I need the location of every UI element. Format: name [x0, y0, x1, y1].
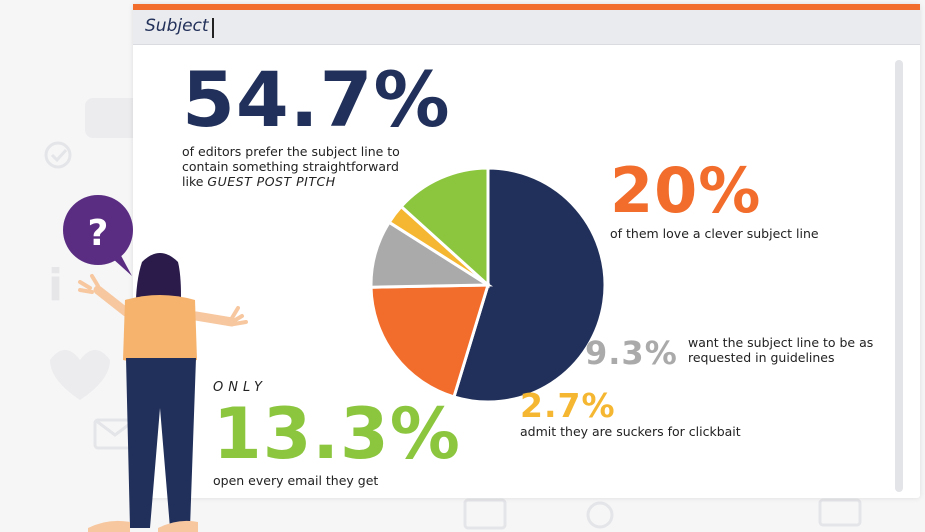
stat-open-every: ONLY 13.3% open every email they get [213, 380, 461, 488]
stat-prefix-only: ONLY [213, 380, 267, 395]
stat-clickbait: 2.7% admit they are suckers for clickbai… [520, 389, 741, 439]
heart-icon [50, 350, 110, 400]
caption-line-1: of editors prefer the subject line to [182, 144, 400, 159]
pants [126, 358, 196, 528]
stat-caption-clever: of them love a clever subject line [610, 226, 819, 241]
caption-line-3: like GUEST POST PITCH [182, 174, 442, 189]
info-icon: i [48, 260, 63, 311]
window-accent-bar [133, 4, 920, 10]
caption-like: like [182, 174, 208, 189]
stat-value-straightforward: 54.7% [182, 55, 451, 144]
check-mark [50, 148, 68, 163]
stat-caption-clickbait: admit they are suckers for clickbait [520, 424, 741, 439]
caption-example: GUEST POST PITCH [207, 174, 336, 189]
pie-slice-4 [399, 166, 490, 289]
pie-slice-0 [452, 166, 607, 404]
stat-clever: 20% of them love a clever subject line [610, 154, 819, 242]
caption-line-2: contain something straightforward [182, 159, 399, 174]
chat-bubble-shape [85, 98, 145, 138]
scrollbar[interactable] [895, 60, 903, 492]
stat-value-open-every: 13.3% [213, 393, 461, 475]
stat-value-as-requested: 9.3% [585, 334, 678, 372]
stat-caption-straightforward: of editors prefer the subject line to co… [182, 144, 442, 189]
stat-value-clickbait: 2.7% [520, 386, 616, 425]
shirt [123, 295, 197, 364]
question-bubble-icon: ? [63, 195, 133, 276]
subject-field[interactable]: Subject [133, 10, 920, 45]
left-arm [93, 285, 131, 317]
stat-caption-open-every: open every email they get [213, 473, 379, 488]
question-mark: ? [88, 213, 109, 254]
stat-value-clever: 20% [610, 154, 762, 227]
right-shoe [158, 520, 198, 532]
text-cursor [212, 18, 214, 38]
check-icon [44, 141, 72, 169]
left-shoe [88, 520, 130, 532]
stat-straightforward: 54.7% of editors prefer the subject line… [182, 55, 451, 190]
subject-label: Subject [145, 16, 209, 36]
pie-slice-1 [369, 283, 491, 399]
stat-caption-as-requested: want the subject line to be as requested… [688, 335, 874, 365]
right-arm [191, 311, 237, 327]
